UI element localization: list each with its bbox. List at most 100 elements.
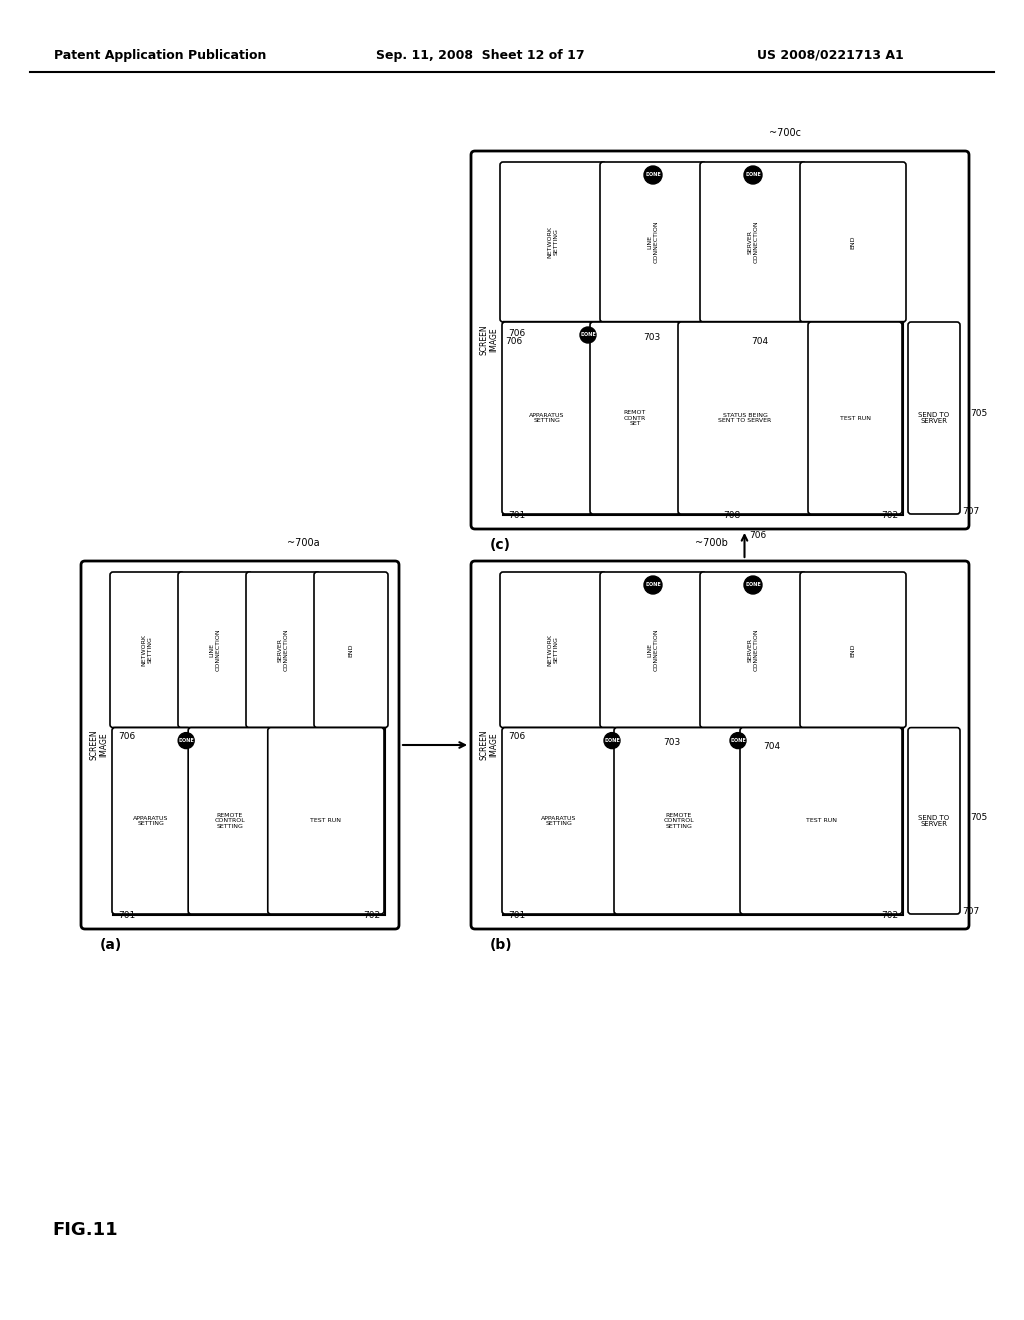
Text: DONE: DONE <box>604 738 620 743</box>
Text: 706: 706 <box>508 329 525 338</box>
Text: SEND TO
SERVER: SEND TO SERVER <box>919 412 949 424</box>
FancyBboxPatch shape <box>740 727 902 913</box>
Text: DONE: DONE <box>645 582 660 587</box>
Text: 701: 701 <box>118 911 135 920</box>
Text: SEND TO
SERVER: SEND TO SERVER <box>919 814 949 828</box>
Text: DONE: DONE <box>178 738 194 743</box>
Circle shape <box>744 166 762 183</box>
Text: 706: 706 <box>118 733 135 741</box>
Text: (c): (c) <box>490 539 511 552</box>
Text: SERVER
CONNECTION: SERVER CONNECTION <box>748 628 758 671</box>
FancyBboxPatch shape <box>112 727 190 913</box>
FancyBboxPatch shape <box>614 727 744 913</box>
FancyBboxPatch shape <box>500 572 606 727</box>
Text: US 2008/0221713 A1: US 2008/0221713 A1 <box>757 49 903 62</box>
Text: 701: 701 <box>508 911 525 920</box>
Text: DONE: DONE <box>745 173 761 177</box>
FancyBboxPatch shape <box>81 561 399 929</box>
Text: 706: 706 <box>505 337 522 346</box>
Text: 702: 702 <box>362 911 380 920</box>
Text: 705: 705 <box>970 813 987 821</box>
FancyBboxPatch shape <box>800 162 906 322</box>
Text: APPARATUS
SETTING: APPARATUS SETTING <box>542 816 577 826</box>
Text: TEST RUN: TEST RUN <box>310 818 341 824</box>
Text: NETWORK
SETTING: NETWORK SETTING <box>141 634 153 665</box>
FancyBboxPatch shape <box>600 162 706 322</box>
Circle shape <box>744 576 762 594</box>
Text: SCREEN
IMAGE: SCREEN IMAGE <box>90 730 109 760</box>
Text: LINE
CONNECTION: LINE CONNECTION <box>648 628 658 671</box>
Circle shape <box>604 733 620 748</box>
Text: SCREEN
IMAGE: SCREEN IMAGE <box>479 325 499 355</box>
Text: 706: 706 <box>750 531 767 540</box>
FancyBboxPatch shape <box>471 561 969 929</box>
FancyBboxPatch shape <box>800 572 906 727</box>
FancyBboxPatch shape <box>908 322 961 513</box>
Text: END: END <box>851 643 855 656</box>
Circle shape <box>580 327 596 343</box>
Text: APPARATUS
SETTING: APPARATUS SETTING <box>529 413 564 424</box>
FancyBboxPatch shape <box>246 572 319 727</box>
Text: 704: 704 <box>763 742 780 751</box>
FancyBboxPatch shape <box>678 322 812 513</box>
FancyBboxPatch shape <box>267 727 384 913</box>
Text: 703: 703 <box>663 738 680 747</box>
Bar <box>113 576 385 915</box>
Text: SCREEN
IMAGE: SCREEN IMAGE <box>479 730 499 760</box>
Text: REMOT
CONTR
SET: REMOT CONTR SET <box>624 411 646 426</box>
FancyBboxPatch shape <box>110 572 184 727</box>
Text: FIG.11: FIG.11 <box>52 1221 118 1239</box>
Text: TEST RUN: TEST RUN <box>840 416 870 421</box>
Text: ~700a: ~700a <box>287 539 319 548</box>
Text: DONE: DONE <box>581 333 596 338</box>
Text: DONE: DONE <box>730 738 745 743</box>
Text: SERVER
CONNECTION: SERVER CONNECTION <box>278 628 288 671</box>
Text: 704: 704 <box>751 337 768 346</box>
FancyBboxPatch shape <box>590 322 680 513</box>
FancyBboxPatch shape <box>471 150 969 529</box>
Text: ~700c: ~700c <box>769 128 801 139</box>
FancyBboxPatch shape <box>178 572 252 727</box>
Text: END: END <box>348 643 353 656</box>
Text: 702: 702 <box>881 911 898 920</box>
Text: (a): (a) <box>100 939 122 952</box>
FancyBboxPatch shape <box>700 572 806 727</box>
Text: TEST RUN: TEST RUN <box>806 818 837 824</box>
Text: 707: 707 <box>962 507 979 516</box>
Text: Patent Application Publication: Patent Application Publication <box>54 49 266 62</box>
FancyBboxPatch shape <box>908 727 961 913</box>
FancyBboxPatch shape <box>700 162 806 322</box>
Text: LINE
CONNECTION: LINE CONNECTION <box>648 220 658 263</box>
Text: REMOTE
CONTROL
SETTING: REMOTE CONTROL SETTING <box>215 813 246 829</box>
Text: (b): (b) <box>490 939 513 952</box>
Text: SERVER
CONNECTION: SERVER CONNECTION <box>748 220 758 263</box>
FancyBboxPatch shape <box>314 572 388 727</box>
Text: 706: 706 <box>508 733 525 741</box>
FancyBboxPatch shape <box>188 727 271 913</box>
Text: STATUS BEING
SENT TO SERVER: STATUS BEING SENT TO SERVER <box>719 413 772 424</box>
Text: END: END <box>851 235 855 248</box>
Text: NETWORK
SETTING: NETWORK SETTING <box>548 634 558 665</box>
Text: 705: 705 <box>970 409 987 418</box>
Bar <box>503 576 903 915</box>
Text: 707: 707 <box>962 907 979 916</box>
Text: LINE
CONNECTION: LINE CONNECTION <box>210 628 220 671</box>
Circle shape <box>730 733 746 748</box>
Text: REMOTE
CONTROL
SETTING: REMOTE CONTROL SETTING <box>664 813 694 829</box>
Text: APPARATUS
SETTING: APPARATUS SETTING <box>133 816 169 826</box>
FancyBboxPatch shape <box>500 162 606 322</box>
Bar <box>503 165 903 515</box>
Text: DONE: DONE <box>645 173 660 177</box>
Text: Sep. 11, 2008  Sheet 12 of 17: Sep. 11, 2008 Sheet 12 of 17 <box>376 49 585 62</box>
FancyBboxPatch shape <box>502 727 616 913</box>
Text: DONE: DONE <box>745 582 761 587</box>
Text: ~700b: ~700b <box>695 539 728 548</box>
FancyBboxPatch shape <box>502 322 592 513</box>
Text: 701: 701 <box>508 511 525 520</box>
Text: NETWORK
SETTING: NETWORK SETTING <box>548 226 558 257</box>
Text: 708: 708 <box>723 511 740 520</box>
FancyBboxPatch shape <box>808 322 902 513</box>
Text: 702: 702 <box>881 511 898 520</box>
Circle shape <box>644 166 662 183</box>
Circle shape <box>644 576 662 594</box>
